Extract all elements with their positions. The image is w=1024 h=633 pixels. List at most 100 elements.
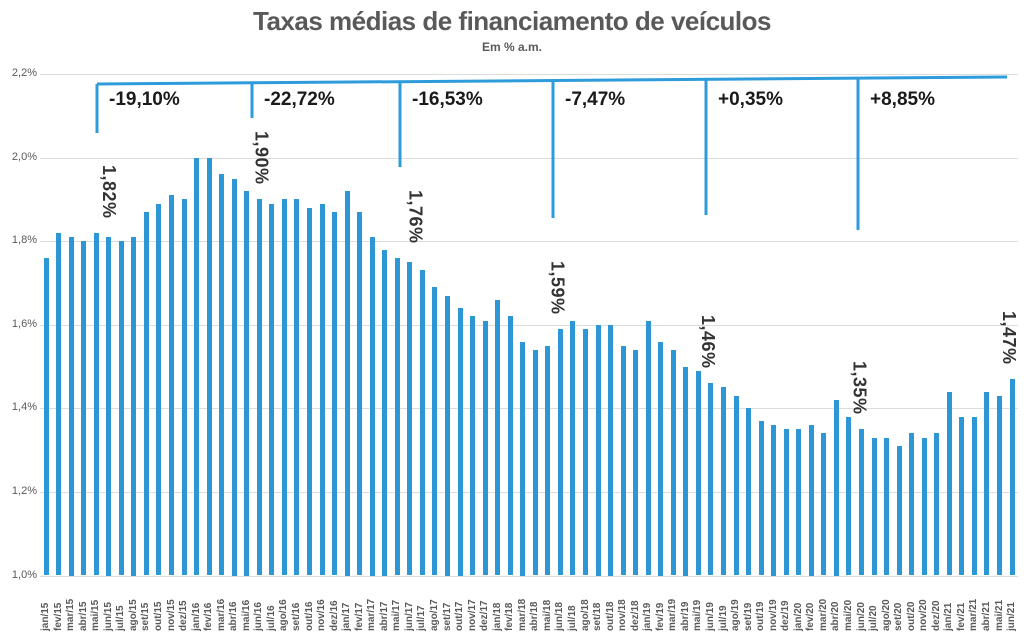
bar-jun/17 <box>407 262 413 576</box>
y-axis-tick-label: 1,0% <box>11 568 37 581</box>
bar-jun/16 <box>256 199 262 576</box>
gridline-1,0% <box>40 575 1018 577</box>
y-axis-tick-label: 2,0% <box>11 150 37 163</box>
bar-mar/19 <box>670 349 676 576</box>
bar-set/18 <box>595 324 601 576</box>
bar-mar/16 <box>219 174 225 576</box>
bar-ago/16 <box>281 199 287 576</box>
bar-dez/20 <box>934 433 940 576</box>
y-axis-tick-label: 1,4% <box>11 401 37 414</box>
point-label-mai/15: 1,82% <box>99 164 120 219</box>
point-label-jun/21: 1,47% <box>999 311 1019 365</box>
bar-jun/19 <box>708 383 714 576</box>
bar-fev/17 <box>357 211 363 576</box>
bar-mar/20 <box>821 433 827 576</box>
bar-mai/18 <box>545 345 551 576</box>
y-axis-tick-label: 1,2% <box>11 484 37 497</box>
y-axis-tick-label: 2,2% <box>11 67 37 79</box>
point-label-mai/17: 1,76% <box>405 189 426 244</box>
bar-abr/17 <box>382 249 388 576</box>
bar-jan/15 <box>43 257 49 576</box>
bar-ago/17 <box>432 287 438 576</box>
point-label-jun/18: 1,59% <box>547 260 568 315</box>
point-label-jun/20: 1,35% <box>849 361 870 415</box>
bar-mai/21 <box>997 395 1002 576</box>
y-axis-tick-label: 1,8% <box>11 234 37 247</box>
bar-out/17 <box>457 308 463 576</box>
bar-jan/16 <box>194 157 200 576</box>
bar-fev/20 <box>808 425 814 576</box>
bar-jan/18 <box>495 299 501 576</box>
bar-jun/20 <box>859 429 864 576</box>
bar-fev/18 <box>507 316 513 576</box>
bar-set/16 <box>294 199 300 576</box>
bar-jul/17 <box>419 270 425 576</box>
gridline-1,4% <box>40 408 1018 410</box>
bar-out/19 <box>758 420 764 576</box>
bar-dez/15 <box>181 199 187 576</box>
gridline-1,8% <box>40 241 1018 243</box>
bar-dez/16 <box>332 211 338 576</box>
bar-set/17 <box>445 295 450 576</box>
bar-ago/20 <box>884 437 890 576</box>
point-label-jun/19: 1,46% <box>697 315 718 369</box>
bar-mar/18 <box>520 341 526 576</box>
segment-change-label-5: +0,35% <box>718 89 783 110</box>
bar-jul/16 <box>269 203 275 576</box>
segment-change-label-1: -19,10% <box>109 89 180 110</box>
bar-nov/19 <box>771 425 777 576</box>
bar-mai/16 <box>244 191 250 576</box>
bar-mar/17 <box>369 237 375 576</box>
point-label-jun/16: 1,90% <box>251 131 272 185</box>
bar-nov/20 <box>921 437 927 576</box>
gridline-1,6% <box>40 324 1018 326</box>
bar-ago/15 <box>131 237 137 576</box>
bar-fev/15 <box>56 232 61 576</box>
bar-set/19 <box>746 408 752 576</box>
bar-jul/15 <box>118 241 124 576</box>
bar-abr/19 <box>683 366 689 576</box>
bar-out/20 <box>909 433 915 576</box>
bar-jun/15 <box>106 237 112 576</box>
bar-out/16 <box>307 207 312 576</box>
gridline-2,2% <box>40 74 1018 75</box>
bar-abr/20 <box>833 400 839 576</box>
bar-mai/19 <box>695 370 701 576</box>
bar-abr/18 <box>532 349 538 576</box>
bar-jul/19 <box>721 387 726 576</box>
segment-change-label-3: -16,53% <box>412 89 483 110</box>
bar-jul/18 <box>570 320 576 576</box>
gridline-1,2% <box>40 491 1018 493</box>
bar-dez/18 <box>633 349 639 576</box>
bar-nov/16 <box>319 203 325 576</box>
bar-dez/19 <box>783 429 789 576</box>
bar-dez/17 <box>482 320 488 576</box>
bar-out/15 <box>156 203 162 576</box>
gridline-2,0% <box>40 157 1018 159</box>
bar-mai/20 <box>846 416 852 576</box>
bar-jan/21 <box>946 391 952 576</box>
bar-nov/18 <box>620 345 626 576</box>
y-axis-tick-label: 1,6% <box>11 317 37 330</box>
bar-fev/19 <box>658 341 664 576</box>
bar-fev/21 <box>959 416 965 576</box>
segment-change-label-4: -7,47% <box>565 89 626 110</box>
bar-mar/21 <box>971 416 977 576</box>
bar-set/20 <box>896 445 902 576</box>
bar-jun/21 <box>1009 379 1015 576</box>
segment-change-label-6: +8,85% <box>870 89 935 110</box>
bar-mai/15 <box>93 232 99 576</box>
chart-title: Taxas médias de financiamento de veículo… <box>253 6 772 36</box>
bar-mar/15 <box>68 237 74 576</box>
bar-jul/20 <box>871 437 877 576</box>
bar-out/18 <box>608 324 614 576</box>
chart-subtitle: Em % a.m. <box>481 40 543 54</box>
bar-ago/19 <box>733 395 739 576</box>
bar-fev/16 <box>206 157 212 576</box>
bar-jan/19 <box>645 320 651 576</box>
bar-abr/21 <box>984 391 990 576</box>
bar-abr/15 <box>81 241 87 576</box>
segment-change-label-2: -22,72% <box>264 89 335 110</box>
